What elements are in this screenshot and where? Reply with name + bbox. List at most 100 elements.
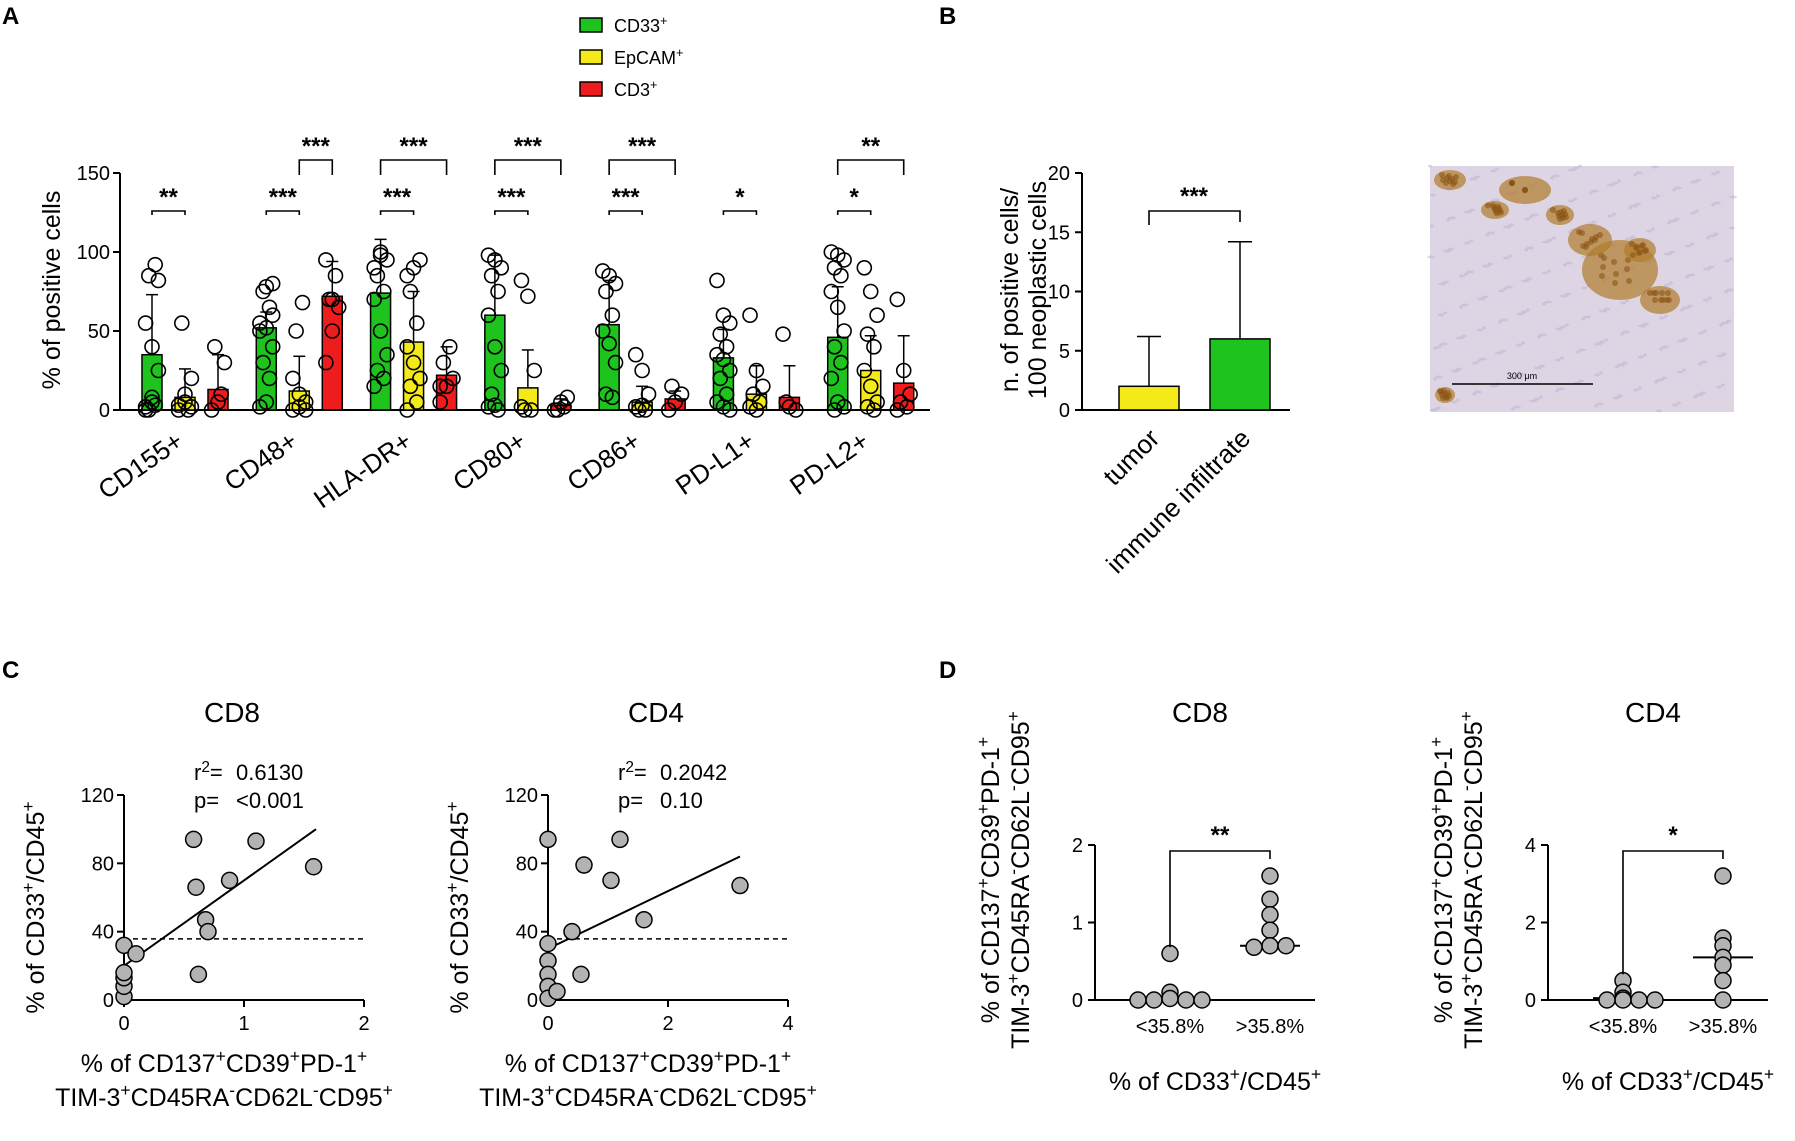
- x-axis-label-line2: TIM-3+CD45RA-CD62L-CD95+: [55, 1080, 393, 1112]
- data-point: [490, 283, 506, 300]
- significance-label: ***: [302, 133, 331, 160]
- significance-label: ***: [400, 133, 429, 160]
- nucleus: [1448, 216, 1456, 220]
- data-point: [823, 283, 840, 300]
- data-point: [556, 399, 572, 415]
- label-part: CD45RA: [555, 1084, 654, 1112]
- data-point: [412, 252, 428, 268]
- significance-bracket: [265, 210, 301, 215]
- nucleus: [1526, 246, 1534, 250]
- nucleus: [1724, 259, 1730, 263]
- label-part: CD45RA: [1007, 874, 1035, 973]
- label-part: CD62L: [1007, 791, 1035, 869]
- nucleus: [1557, 387, 1565, 391]
- nucleus: [1729, 257, 1733, 261]
- data-point: [1614, 991, 1632, 1009]
- data-point: [607, 354, 624, 371]
- nucleus: [1544, 300, 1552, 304]
- bar: [1118, 385, 1180, 411]
- r2-sup: 2: [625, 759, 634, 776]
- significance-bracket: [494, 159, 562, 175]
- stain-dot: [1509, 180, 1515, 186]
- bar: [321, 295, 344, 411]
- y-axis-label: % of CD33+/CD45+: [18, 801, 50, 1013]
- nucleus: [1472, 392, 1476, 396]
- nucleus: [1531, 213, 1539, 217]
- nucleus: [1698, 362, 1702, 366]
- data-point: [493, 362, 510, 379]
- label-part: -: [1003, 785, 1023, 791]
- nucleus: [1477, 359, 1481, 363]
- data-point: [1714, 956, 1732, 974]
- label-part: +: [216, 1046, 226, 1066]
- stain-dot: [1637, 249, 1643, 255]
- nucleus: [1438, 282, 1446, 286]
- nucleus: [1511, 376, 1517, 380]
- data-point: [483, 267, 500, 284]
- data-point: [899, 399, 915, 415]
- significance-bracket: [1169, 850, 1271, 948]
- y-axis-label-line2: TIM-3+CD45RA-CD62L-CD95+: [1456, 711, 1488, 1049]
- nucleus: [1503, 256, 1509, 260]
- data-point: [627, 346, 644, 363]
- data-point: [375, 283, 392, 300]
- significance-label: ***: [497, 184, 526, 211]
- nucleus: [1622, 361, 1628, 365]
- nucleus: [1438, 313, 1444, 317]
- stain-dot: [1643, 247, 1649, 253]
- significance-label: **: [1211, 822, 1230, 849]
- nucleus: [1721, 321, 1729, 325]
- nucleus: [1576, 350, 1580, 354]
- data-point: [520, 288, 536, 305]
- significance-bracket: [379, 159, 448, 175]
- stain-dot: [1664, 297, 1670, 303]
- nucleus: [1560, 356, 1564, 360]
- data-point: [405, 354, 422, 371]
- label-part: +: [781, 1046, 791, 1066]
- nucleus: [1516, 312, 1524, 316]
- nucleus: [1677, 370, 1683, 374]
- x-tick-label: 2: [358, 1013, 369, 1035]
- data-point: [1129, 991, 1147, 1009]
- stain-dot: [1583, 244, 1589, 250]
- nucleus: [1716, 354, 1724, 358]
- stain-dot: [1441, 388, 1447, 394]
- scale-bar-label: 300 μm: [1507, 371, 1537, 381]
- nucleus: [1703, 329, 1707, 333]
- nucleus: [1503, 225, 1511, 229]
- nucleus: [1599, 340, 1605, 344]
- nucleus: [1451, 400, 1457, 404]
- significance-bracket: [836, 159, 905, 175]
- y-tick-label: 80: [516, 853, 538, 875]
- label-part: -: [653, 1080, 659, 1100]
- nucleus: [1711, 203, 1715, 207]
- data-point: [184, 830, 203, 849]
- stain-dot: [1485, 202, 1491, 209]
- nucleus: [1560, 325, 1566, 329]
- nucleus: [1508, 254, 1512, 258]
- panel-title: CD8: [1172, 697, 1228, 728]
- stain-dot: [1599, 273, 1605, 279]
- data-point: [435, 354, 452, 371]
- stain-dot: [1665, 290, 1671, 296]
- nucleus: [1625, 237, 1633, 241]
- label-part: % of CD137: [1430, 888, 1458, 1023]
- y-tick-label: 0: [1072, 990, 1083, 1012]
- category-label: CD48+: [219, 425, 303, 496]
- nucleus: [1568, 168, 1576, 172]
- label-part: +: [1764, 1064, 1774, 1084]
- nucleus: [1591, 189, 1599, 193]
- data-point: [288, 323, 304, 339]
- nucleus: [1711, 172, 1717, 176]
- label-part: +: [1456, 711, 1476, 721]
- x-axis-label-line1: % of CD137+CD39+PD-1+: [81, 1046, 367, 1078]
- nucleus: [1555, 389, 1559, 393]
- data-point: [412, 370, 428, 387]
- nucleus: [1521, 341, 1525, 345]
- data-point: [137, 402, 154, 418]
- data-point: [602, 871, 620, 890]
- significance-bracket: [379, 210, 415, 215]
